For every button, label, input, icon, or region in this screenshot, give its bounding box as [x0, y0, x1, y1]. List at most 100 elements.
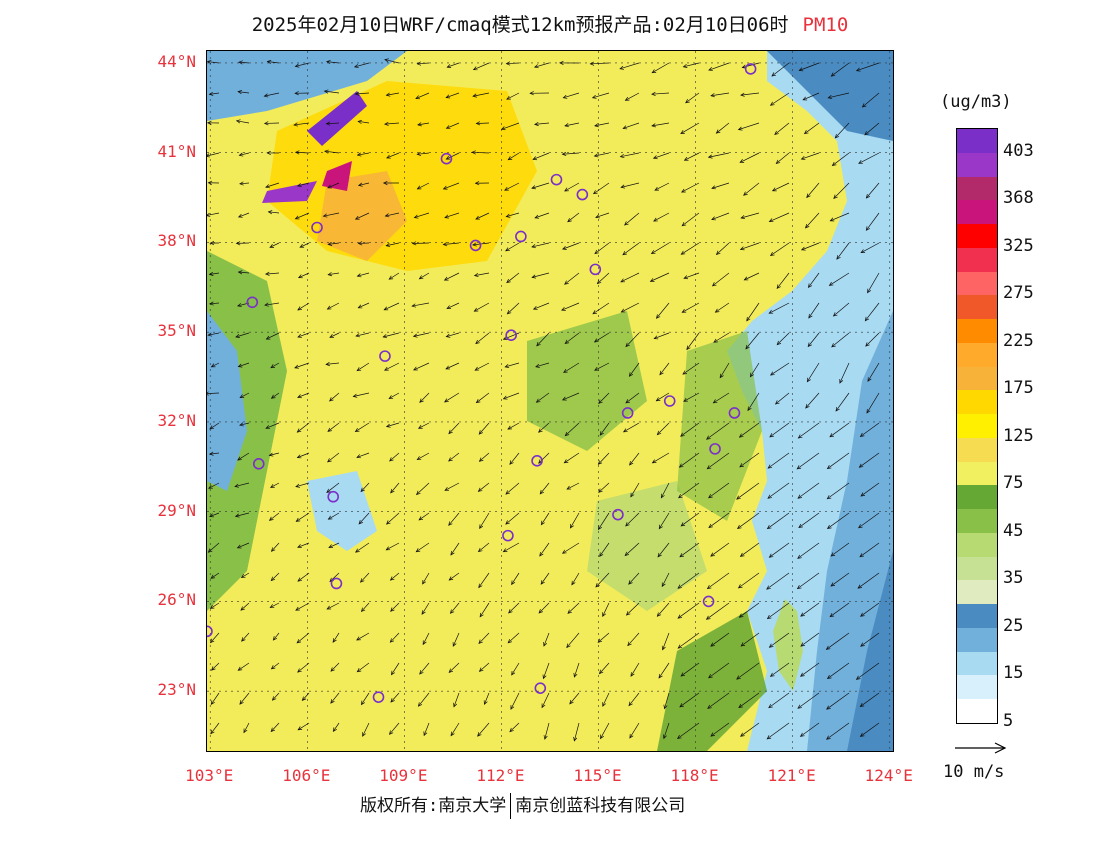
wind-arrow: [682, 62, 700, 68]
colorbar-label-368: 368: [1003, 188, 1034, 209]
wind-arrow: [680, 242, 700, 255]
wind-arrow: [719, 362, 730, 379]
wind-arrow: [208, 482, 220, 489]
city-marker: [327, 490, 339, 503]
wind-arrow: [294, 62, 310, 68]
colorbar-label-175: 175: [1003, 378, 1034, 399]
wind-arrow: [417, 422, 430, 429]
wind-arrow: [354, 422, 370, 432]
wind-arrow: [770, 362, 790, 376]
wind-arrow: [509, 452, 520, 465]
wind-arrow: [769, 92, 790, 106]
wind-arrow: [740, 722, 760, 737]
map-title: 2025年02月10日WRF/cmaq模式12km预报产品:02月10日06时 P…: [0, 10, 1100, 37]
wind-arrow: [628, 362, 640, 377]
colorbar-cell: [957, 651, 997, 676]
wind-arrow: [747, 392, 760, 412]
wind-arrow: [651, 91, 670, 96]
wind-arrow: [505, 212, 520, 218]
colorbar-unit: (ug/m3): [940, 92, 1012, 112]
wind-arrow: [659, 362, 670, 376]
city-marker: [612, 508, 624, 521]
wind-arrow: [622, 122, 640, 130]
wind-arrow: [865, 182, 880, 199]
wind-arrow: [563, 452, 580, 464]
wind-arrow: [650, 242, 670, 254]
wind-arrow: [272, 632, 280, 641]
wind-arrow: [599, 422, 610, 436]
wind-arrow: [445, 332, 460, 338]
wind-arrow: [829, 602, 850, 618]
wind-arrow: [473, 302, 490, 312]
wind-arrow: [706, 422, 730, 440]
wind-arrow: [620, 272, 640, 283]
wind-arrow: [834, 122, 850, 139]
wind-arrow: [297, 392, 310, 399]
wind-arrow: [768, 302, 790, 314]
wind-arrow: [736, 482, 760, 500]
wind-arrow: [649, 272, 670, 282]
wind-arrow: [715, 242, 730, 256]
wind-arrow: [327, 272, 340, 277]
wind-arrow: [833, 182, 850, 199]
wind-arrow: [208, 91, 220, 96]
wind-arrow: [706, 572, 730, 590]
city-marker: [589, 263, 602, 276]
wind-arrow: [594, 362, 610, 371]
wind-arrow: [589, 61, 610, 66]
wind-arrow: [538, 422, 550, 433]
wind-arrow: [767, 482, 790, 499]
wind-arrow: [861, 92, 880, 108]
wind-arrow: [411, 302, 430, 308]
wind-arrow: [540, 512, 550, 526]
wind-arrow: [384, 58, 400, 64]
wind-arrow: [473, 272, 490, 278]
wind-arrow: [800, 242, 820, 251]
wind-arrow: [737, 572, 760, 589]
wind-arrow: [416, 452, 430, 460]
wind-arrow: [471, 150, 490, 155]
wind-arrow: [357, 302, 370, 309]
wind-arrow: [622, 422, 640, 433]
wind-arrow: [296, 452, 310, 459]
wind-arrow: [502, 392, 520, 400]
wind-arrow: [423, 722, 430, 737]
wind-arrow: [236, 542, 250, 549]
wind-arrow: [266, 150, 280, 156]
lat-label-26: 26°N: [157, 590, 196, 610]
wind-arrow: [472, 62, 490, 71]
wind-arrow: [746, 302, 760, 322]
lon-label-109: 109°E: [379, 766, 428, 785]
wind-arrow: [385, 92, 400, 97]
wind-arrow: [419, 392, 430, 403]
wind-arrow: [806, 362, 820, 383]
wind-arrow: [564, 182, 580, 192]
wind-arrow: [504, 182, 520, 191]
wind-arrow: [416, 61, 430, 66]
wind-arrow: [620, 182, 640, 189]
city-marker: [576, 188, 589, 201]
wind-reference-arrow: [955, 742, 1007, 754]
wind-arrow: [771, 182, 790, 192]
wind-arrow: [500, 122, 520, 131]
city-marker: [702, 595, 715, 608]
wind-arrow: [680, 662, 700, 677]
wind-arrow: [798, 512, 820, 529]
wind-arrow: [239, 181, 250, 186]
wind-arrow: [573, 662, 580, 678]
north-blue: [207, 51, 407, 121]
city-marker: [744, 63, 757, 75]
lat-label-38: 38°N: [157, 231, 196, 251]
wind-arrow: [855, 662, 880, 680]
wind-arrow: [270, 482, 280, 488]
wind-arrow: [655, 302, 670, 319]
wind-arrow: [774, 122, 790, 136]
hotspot-2: [262, 181, 317, 203]
wind-arrow: [682, 362, 700, 375]
wind-arrow: [736, 662, 760, 680]
wind-arrow: [237, 452, 250, 461]
title-species: PM10: [802, 14, 849, 36]
wind-arrow: [655, 392, 670, 402]
wind-arrow: [678, 452, 700, 468]
wind-arrow: [207, 542, 220, 553]
